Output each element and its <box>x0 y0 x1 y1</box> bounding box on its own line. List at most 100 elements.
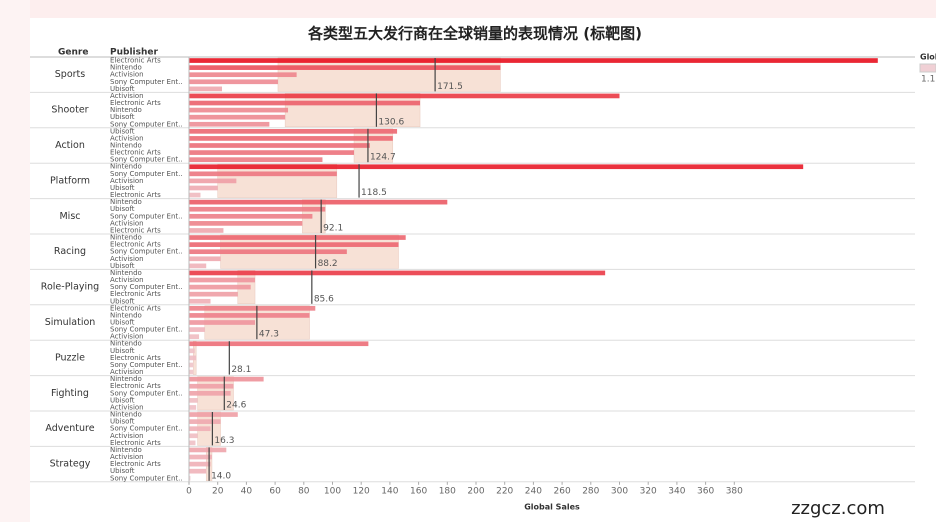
bar <box>189 320 256 325</box>
genre-label: Role-Playing <box>41 282 99 293</box>
bar <box>189 334 200 339</box>
publisher-label: Electronic Arts <box>110 241 161 249</box>
publisher-label: Ubisoft <box>110 319 135 327</box>
top-strip <box>0 0 936 18</box>
publisher-label: Nintendo <box>110 142 142 150</box>
x-tick-label: 20 <box>212 486 224 496</box>
publisher-label: Electronic Arts <box>110 304 161 312</box>
reference-label: 14.0 <box>211 471 231 481</box>
bar <box>189 213 313 219</box>
legend-title: Glob <box>920 53 936 62</box>
bar <box>189 185 218 191</box>
bar <box>189 143 370 148</box>
x-tick-label: 320 <box>640 486 657 496</box>
distribution-band <box>277 57 501 92</box>
x-tick-label: 200 <box>467 486 484 496</box>
publisher-label: Sony Computer Ent.. <box>110 283 183 291</box>
bar <box>189 327 205 332</box>
x-tick-label: 380 <box>726 486 743 496</box>
publisher-label: Ubisoft <box>110 184 135 192</box>
publisher-label: Ubisoft <box>110 85 135 93</box>
publisher-label: Electronic Arts <box>110 290 161 298</box>
publisher-label: Sony Computer Ent.. <box>110 248 183 256</box>
bar <box>189 306 316 311</box>
publisher-label: Sony Computer Ent.. <box>110 326 183 334</box>
publisher-label: Activision <box>110 403 144 411</box>
publisher-label: Ubisoft <box>110 347 135 355</box>
reference-label: 171.5 <box>437 82 463 92</box>
publisher-label: Electronic Arts <box>110 382 161 390</box>
bar <box>189 121 270 127</box>
bar <box>189 221 303 226</box>
bar <box>189 355 197 361</box>
x-tick-label: 40 <box>241 486 253 496</box>
bar <box>189 454 212 460</box>
publisher-label: Sony Computer Ent.. <box>110 120 183 128</box>
publisher-label: Ubisoft <box>110 418 135 426</box>
bar <box>189 405 197 410</box>
publisher-label: Ubisoft <box>110 297 135 305</box>
bar <box>189 313 310 318</box>
x-tick-label: 180 <box>439 486 456 496</box>
genre-label: Racing <box>54 246 86 257</box>
reference-label: 130.6 <box>378 117 404 127</box>
watermark: zzgcz.com <box>791 498 885 519</box>
publisher-label: Electronic Arts <box>110 191 161 199</box>
publisher-label: Sony Computer Ent.. <box>110 361 183 369</box>
bar <box>189 79 278 85</box>
genre-label: Action <box>55 140 85 151</box>
bar <box>189 468 207 474</box>
genre-label: Platform <box>50 175 90 186</box>
publisher-label: Nintendo <box>110 198 142 206</box>
legend-swatch <box>919 63 936 73</box>
publisher-label: Electronic Arts <box>110 99 161 107</box>
bar <box>189 129 398 134</box>
publisher-label: Nintendo <box>110 340 142 348</box>
bar <box>189 383 234 389</box>
bar <box>189 164 804 170</box>
x-tick-label: 340 <box>668 486 685 496</box>
reference-label: 118.5 <box>361 188 387 198</box>
publisher-label: Ubisoft <box>110 467 135 475</box>
x-tick-label: 240 <box>525 486 542 496</box>
publisher-label: Activision <box>110 432 144 440</box>
publisher-label: Nintendo <box>110 446 142 454</box>
x-tick-label: 100 <box>324 486 341 496</box>
publisher-label: Ubisoft <box>110 127 135 135</box>
bar <box>189 235 406 240</box>
genre-label: Sports <box>55 69 86 80</box>
bar <box>189 249 347 255</box>
bar <box>189 348 195 354</box>
bar <box>189 150 355 155</box>
bar <box>189 242 399 247</box>
bar <box>189 291 238 297</box>
bar <box>189 270 606 276</box>
publisher-label: Activision <box>110 276 144 284</box>
publisher-label: Nintendo <box>110 411 142 419</box>
bar <box>189 263 207 269</box>
bar <box>189 433 198 439</box>
publisher-label: Sony Computer Ent.. <box>110 78 183 86</box>
bar <box>189 107 289 113</box>
publisher-label: Ubisoft <box>110 262 135 270</box>
bar <box>189 419 221 424</box>
chart-title: 各类型五大发行商在全球销量的表现情况 (标靶图) <box>307 25 642 43</box>
distribution-band <box>284 93 421 128</box>
x-tick-label: 60 <box>269 486 281 496</box>
reference-label: 24.6 <box>226 401 246 411</box>
bar <box>189 256 221 262</box>
reference-label: 16.3 <box>214 436 234 446</box>
genre-label: Misc <box>59 211 80 222</box>
publisher-label: Nintendo <box>110 311 142 319</box>
bar <box>189 136 393 141</box>
publisher-label: Activision <box>110 368 144 376</box>
publisher-label: Activision <box>110 333 144 341</box>
bar <box>189 440 196 446</box>
reference-label: 92.1 <box>323 224 343 234</box>
x-tick-label: 0 <box>186 486 192 496</box>
bar <box>189 178 237 184</box>
publisher-label: Nintendo <box>110 64 142 72</box>
left-strip <box>0 0 30 522</box>
bar <box>189 298 211 304</box>
publisher-label: Nintendo <box>110 269 142 277</box>
